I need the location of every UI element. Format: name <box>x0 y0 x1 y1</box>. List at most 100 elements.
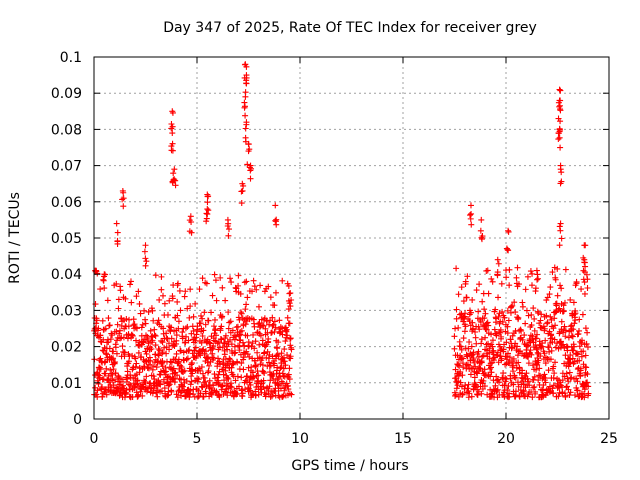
roti-point <box>128 299 135 306</box>
roti-point <box>160 376 167 383</box>
roti-point <box>495 376 502 383</box>
roti-point <box>491 326 498 333</box>
roti-point <box>562 393 569 400</box>
roti-point <box>507 375 514 382</box>
roti-point <box>284 314 291 321</box>
roti-point <box>213 388 220 395</box>
roti-point <box>488 369 495 376</box>
x-tick-label: 20 <box>497 431 515 447</box>
roti-point <box>215 355 222 362</box>
roti-point <box>581 386 588 393</box>
roti-point <box>507 309 514 316</box>
roti-point <box>138 324 145 331</box>
roti-point <box>282 362 289 369</box>
roti-point <box>228 279 235 286</box>
roti-point <box>475 353 482 360</box>
roti-point <box>472 334 479 341</box>
roti-point <box>232 377 239 384</box>
y-tick-label: 0.07 <box>51 159 82 175</box>
roti-point <box>282 338 289 345</box>
roti-point <box>529 282 535 289</box>
roti-point <box>512 374 519 381</box>
roti-point <box>224 374 231 381</box>
roti-point <box>244 294 251 301</box>
roti-point <box>244 378 251 385</box>
roti-point <box>226 355 233 362</box>
roti-point <box>481 383 488 390</box>
roti-point <box>106 345 113 352</box>
roti-point <box>556 223 563 230</box>
roti-point <box>169 109 176 116</box>
roti-point <box>470 325 477 332</box>
y-tick-label: 0.08 <box>51 122 82 138</box>
roti-point <box>555 136 562 143</box>
roti-point <box>161 344 168 351</box>
roti-point <box>260 322 267 329</box>
roti-point <box>199 333 206 340</box>
roti-point <box>238 374 245 381</box>
roti-point <box>474 370 481 377</box>
roti-point <box>115 385 122 392</box>
roti-point <box>506 266 513 273</box>
roti-point <box>504 386 511 393</box>
roti-point <box>275 339 282 346</box>
roti-point <box>203 218 210 225</box>
roti-point <box>120 385 127 392</box>
roti-point <box>113 388 120 395</box>
roti-point <box>278 350 285 357</box>
roti-point <box>479 353 486 360</box>
roti-point <box>286 365 293 372</box>
roti-point <box>544 320 551 327</box>
roti-point <box>119 196 126 203</box>
roti-point <box>262 325 269 332</box>
roti-point <box>547 313 554 320</box>
chart-title: Day 347 of 2025, Rate Of TEC Index for r… <box>163 20 537 36</box>
roti-point <box>509 302 516 309</box>
roti-point <box>537 317 544 324</box>
roti-point <box>135 349 142 356</box>
roti-point <box>235 282 242 289</box>
roti-point <box>541 350 548 357</box>
roti-point <box>156 296 163 303</box>
roti-point <box>288 391 295 398</box>
roti-point <box>510 381 517 388</box>
roti-point <box>246 164 253 171</box>
roti-point <box>532 390 539 397</box>
roti-point <box>203 210 210 217</box>
roti-point <box>174 394 181 401</box>
roti-point <box>458 354 465 361</box>
roti-point <box>535 310 542 317</box>
roti-point <box>257 332 264 339</box>
roti-point <box>287 342 294 349</box>
roti-point <box>122 295 129 302</box>
roti-point <box>285 320 292 327</box>
roti-point <box>177 362 184 369</box>
roti-point <box>248 165 255 172</box>
roti-point <box>133 360 140 367</box>
roti-point <box>285 371 292 378</box>
roti-point <box>287 335 294 342</box>
roti-point <box>204 193 211 200</box>
roti-point <box>192 300 199 307</box>
roti-point <box>519 299 526 306</box>
roti-point <box>174 312 181 319</box>
roti-point <box>219 344 226 351</box>
roti-point <box>168 388 175 395</box>
roti-point <box>123 315 130 322</box>
roti-point <box>216 358 223 365</box>
roti-point <box>150 363 157 370</box>
roti-point <box>510 368 517 375</box>
roti-point <box>106 322 113 329</box>
roti-point <box>526 382 533 389</box>
roti-point <box>583 340 590 347</box>
roti-point <box>486 349 493 356</box>
roti-point <box>245 364 252 371</box>
y-tick-label: 0.06 <box>51 195 82 211</box>
roti-point <box>95 380 102 387</box>
roti-point <box>523 307 530 314</box>
roti-point <box>229 361 236 368</box>
roti-point <box>147 357 154 364</box>
roti-point <box>269 393 276 400</box>
roti-point <box>466 338 473 345</box>
roti-point <box>500 370 507 377</box>
